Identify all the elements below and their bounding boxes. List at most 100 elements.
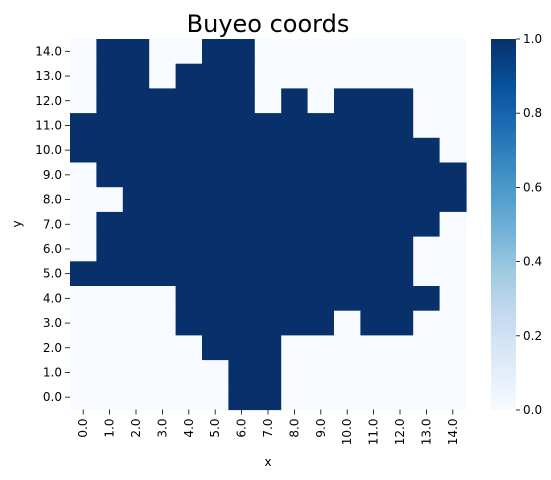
heatmap-cell [254, 286, 282, 312]
heatmap-cell [96, 39, 124, 65]
heatmap-cell [70, 261, 97, 287]
heatmap-cell [386, 162, 414, 188]
heatmap-cell [334, 113, 361, 139]
heatmap-cell [386, 211, 414, 238]
heatmap-cell [413, 39, 441, 65]
heatmap-cell [175, 113, 203, 139]
heatmap-cell [360, 261, 388, 287]
heatmap-cell [202, 286, 229, 312]
heatmap-cell [334, 286, 361, 312]
heatmap-cell [175, 88, 203, 114]
heatmap-cell [149, 113, 177, 139]
heatmap-cell [254, 335, 282, 361]
heatmap-cell [149, 162, 177, 188]
heatmap-cell [149, 384, 177, 411]
heatmap-cell [281, 113, 309, 139]
heatmap-cell [202, 236, 229, 262]
heatmap-cell [360, 384, 388, 411]
heatmap-cell [122, 261, 150, 287]
heatmap-cell [439, 286, 467, 312]
heatmap-cell [96, 384, 124, 411]
chart-title: Buyeo coords [187, 10, 350, 38]
y-axis-label: y [10, 220, 24, 227]
heatmap-cell [202, 187, 229, 213]
heatmap-cell [202, 63, 229, 89]
heatmap-cell [413, 88, 441, 114]
heatmap-cell [149, 137, 177, 164]
heatmap-cell [307, 211, 335, 238]
heatmap-cell [307, 384, 335, 411]
heatmap-cell [228, 360, 256, 386]
heatmap-cell [281, 63, 309, 89]
x-tick-label: 13.0 [419, 419, 433, 446]
y-tick-label: 8.0 [43, 193, 62, 207]
heatmap-cell [386, 310, 414, 336]
heatmap-cell [96, 137, 124, 164]
heatmap-cell [122, 335, 150, 361]
heatmap-cell [307, 88, 335, 114]
heatmap-cell [360, 137, 388, 164]
heatmap-cell [307, 360, 335, 386]
heatmap-cell [281, 335, 309, 361]
heatmap-cell [175, 236, 203, 262]
heatmap-cell [386, 113, 414, 139]
heatmap-cell [122, 63, 150, 89]
heatmap-cell [439, 236, 467, 262]
heatmap-cell [70, 187, 97, 213]
heatmap-cell [175, 384, 203, 411]
heatmap-cell [228, 384, 256, 411]
heatmap-cell [96, 310, 124, 336]
heatmap-cell [149, 211, 177, 238]
heatmap-cell [334, 39, 361, 65]
heatmap-cell [334, 88, 361, 114]
heatmap-cell [228, 63, 256, 89]
heatmap-cell [439, 63, 467, 89]
heatmap-cell [413, 236, 441, 262]
heatmap-cell [307, 187, 335, 213]
heatmap-cell [96, 63, 124, 89]
heatmap-cell [386, 360, 414, 386]
heatmap-cell [413, 261, 441, 287]
x-tick-label: 14.0 [446, 419, 460, 446]
heatmap-cell [439, 88, 467, 114]
heatmap-cell [228, 137, 256, 164]
heatmap-cell [149, 63, 177, 89]
heatmap-cell [334, 384, 361, 411]
y-tick-label: 5.0 [43, 267, 62, 281]
heatmap-cell [413, 286, 441, 312]
x-tick-label: 9.0 [314, 419, 328, 438]
heatmap-cell [149, 261, 177, 287]
x-tick-label: 3.0 [155, 419, 169, 438]
heatmap-cell [386, 39, 414, 65]
heatmap-cell [413, 63, 441, 89]
heatmap-cell [439, 335, 467, 361]
x-tick-label: 0.0 [76, 419, 90, 438]
heatmap-cell [70, 286, 97, 312]
heatmap-cell [334, 335, 361, 361]
heatmap-cell [228, 335, 256, 361]
heatmap-cell [70, 88, 97, 114]
heatmap-cell [386, 286, 414, 312]
heatmap-cell [386, 384, 414, 411]
heatmap-cell [70, 137, 97, 164]
heatmap-cell [439, 310, 467, 336]
heatmap-cell [307, 261, 335, 287]
x-tick-label: 7.0 [261, 419, 275, 438]
heatmap-cell [70, 335, 97, 361]
heatmap-cell [228, 236, 256, 262]
y-tick-label: 13.0 [35, 69, 62, 83]
heatmap-cell [254, 162, 282, 188]
heatmap-cell [96, 211, 124, 238]
heatmap-cell [413, 162, 441, 188]
y-tick-label: 1.0 [43, 365, 62, 379]
heatmap-cell [122, 286, 150, 312]
heatmap-cell [202, 211, 229, 238]
heatmap-cell [413, 137, 441, 164]
heatmap-cell [360, 187, 388, 213]
heatmap-cell [334, 236, 361, 262]
heatmap-cell [307, 236, 335, 262]
heatmap-cell [254, 137, 282, 164]
heatmap-cell [386, 335, 414, 361]
heatmap-cell [202, 310, 229, 336]
heatmap-cell [228, 187, 256, 213]
